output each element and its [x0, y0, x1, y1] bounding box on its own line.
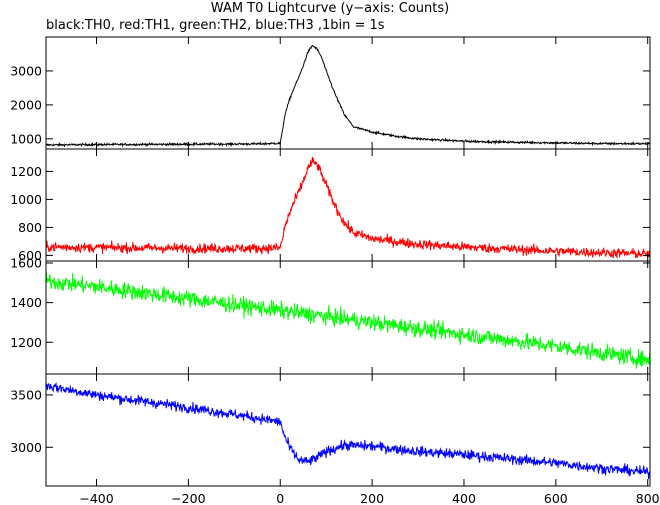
y-tick-label: 1600 — [10, 255, 42, 270]
y-tick-label: 600 — [18, 248, 42, 263]
panel-th0: 1000 2000 3000 — [10, 36, 651, 150]
series-line-th3 — [46, 382, 650, 480]
y-tick-label: 3500 — [10, 387, 42, 402]
y-tick-label: 3000 — [10, 440, 42, 455]
x-tick-label: 800 — [636, 491, 660, 505]
y-tick-label: 800 — [18, 220, 42, 235]
chart-subtitle: black:TH0, red:TH1, green:TH2, blue:TH3 … — [46, 18, 385, 33]
panel-th2: 1200 1400 1600 — [10, 255, 651, 375]
panel-th3: 3000 3500 — [10, 373, 651, 487]
x-tick-label: −400 — [79, 491, 113, 505]
x-tick-label: −200 — [171, 491, 205, 505]
y-tick-label: 1400 — [10, 295, 42, 310]
panel-frame — [45, 36, 651, 150]
y-tick-label: 1000 — [10, 192, 42, 207]
series-line-th1 — [46, 156, 650, 259]
series-line-th0 — [46, 44, 650, 148]
x-tick-label: 400 — [452, 491, 476, 505]
y-tick-label: 1200 — [10, 335, 42, 350]
y-tick-label: 1200 — [10, 164, 42, 179]
chart-title: WAM T0 Lightcurve (y−axis: Counts) — [211, 1, 449, 16]
series-line-th2 — [46, 271, 650, 369]
x-axis-labels: −400 −200 0 200 400 600 800 — [79, 491, 659, 505]
x-tick-label: 600 — [544, 491, 568, 505]
panel-th1: 600 800 1000 1200 — [10, 148, 651, 263]
x-tick-label: 200 — [360, 491, 384, 505]
x-tick-label: 0 — [276, 491, 284, 505]
panels-group: 1000 2000 3000 600 800 1000 1200 1200 1400 1600 30… — [10, 36, 651, 487]
panel-frame — [45, 148, 651, 262]
y-tick-label: 2000 — [10, 97, 42, 112]
panel-frame — [45, 373, 651, 487]
y-tick-label: 3000 — [10, 63, 42, 78]
y-tick-label: 1000 — [10, 131, 42, 146]
